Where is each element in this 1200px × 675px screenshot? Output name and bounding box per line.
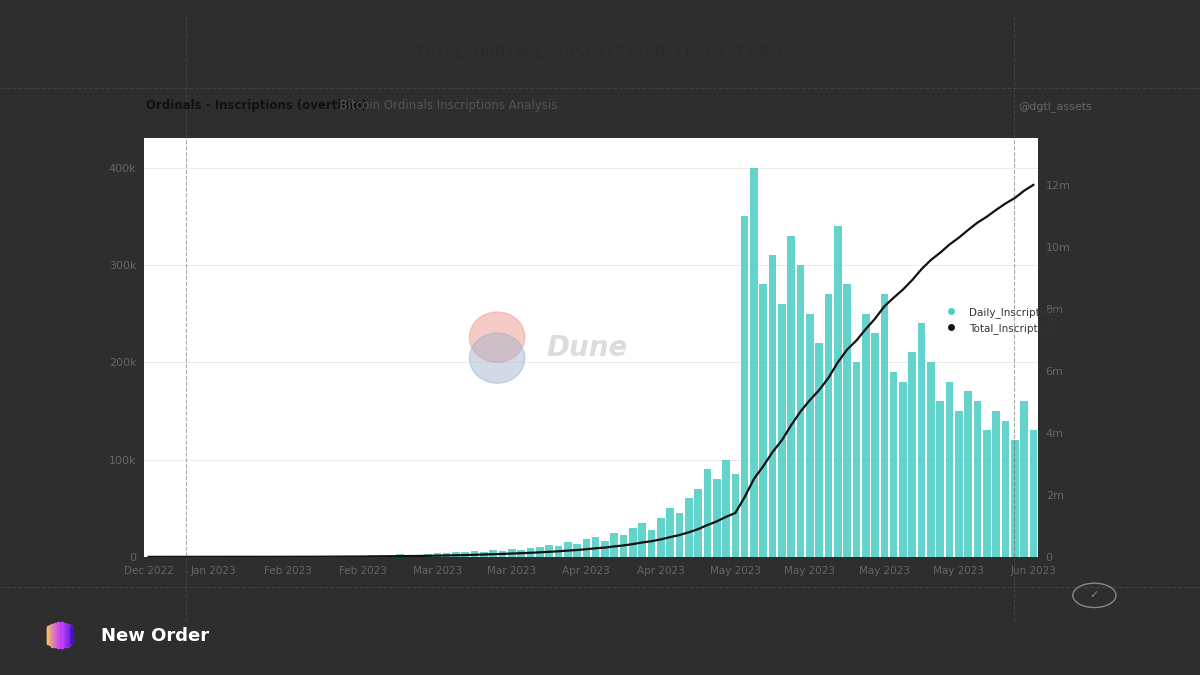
Bar xyxy=(769,255,776,557)
Bar xyxy=(852,362,860,557)
Bar xyxy=(574,544,581,557)
Bar xyxy=(908,352,916,557)
Bar xyxy=(60,622,62,648)
Text: New Order: New Order xyxy=(101,627,209,645)
Bar xyxy=(787,236,796,557)
Bar xyxy=(66,624,68,647)
Bar xyxy=(983,431,990,557)
Bar xyxy=(946,381,953,557)
Bar xyxy=(322,556,330,557)
Text: Bitcoin Ordinals Inscriptions Analysis: Bitcoin Ordinals Inscriptions Analysis xyxy=(332,99,558,112)
Bar xyxy=(564,542,571,557)
Bar xyxy=(778,304,786,557)
Bar xyxy=(760,284,767,557)
Bar xyxy=(658,518,665,557)
Bar xyxy=(406,555,413,557)
Bar xyxy=(703,469,712,557)
Bar xyxy=(70,626,72,644)
Bar xyxy=(54,623,56,647)
Bar xyxy=(638,523,646,557)
Bar xyxy=(536,547,544,557)
Text: @dgtl_assets: @dgtl_assets xyxy=(1018,101,1092,112)
Bar xyxy=(797,265,804,557)
Bar xyxy=(378,555,385,557)
Bar xyxy=(368,556,376,557)
Bar xyxy=(49,625,50,645)
Bar xyxy=(918,323,925,557)
Bar xyxy=(47,626,49,644)
Bar xyxy=(582,539,590,557)
Bar xyxy=(713,479,720,557)
Bar xyxy=(499,551,506,557)
Bar xyxy=(359,556,367,557)
Bar xyxy=(56,622,59,648)
Bar xyxy=(844,284,851,557)
Bar xyxy=(815,343,823,557)
Bar xyxy=(955,411,962,557)
Bar xyxy=(619,535,628,557)
Bar xyxy=(331,556,338,557)
Bar xyxy=(992,411,1000,557)
Ellipse shape xyxy=(469,312,524,362)
Bar xyxy=(480,551,487,557)
Bar xyxy=(648,530,655,557)
Bar xyxy=(1002,421,1009,557)
Bar xyxy=(676,513,683,557)
Bar xyxy=(732,474,739,557)
Text: Dune: Dune xyxy=(546,333,628,362)
Bar xyxy=(349,556,358,557)
Bar xyxy=(1020,401,1028,557)
Ellipse shape xyxy=(469,333,524,383)
Bar xyxy=(685,498,692,557)
Text: ✓: ✓ xyxy=(1090,591,1099,600)
Bar xyxy=(666,508,674,557)
Bar xyxy=(433,553,442,557)
Bar xyxy=(834,226,841,557)
Bar xyxy=(415,555,422,557)
Bar xyxy=(508,549,516,557)
Bar xyxy=(973,401,982,557)
Bar xyxy=(824,294,833,557)
Bar xyxy=(64,623,66,647)
Bar xyxy=(50,624,53,647)
Bar xyxy=(71,628,73,643)
Bar xyxy=(1030,431,1037,557)
Bar xyxy=(928,362,935,557)
Bar xyxy=(470,551,479,557)
Text: Ordinals - Inscriptions (overtime): Ordinals - Inscriptions (overtime) xyxy=(146,99,367,112)
Bar xyxy=(396,554,404,557)
Bar xyxy=(592,537,600,557)
Bar xyxy=(1010,440,1019,557)
Bar xyxy=(740,216,749,557)
Bar xyxy=(750,167,757,557)
Bar xyxy=(629,528,637,557)
Bar xyxy=(965,392,972,557)
Bar xyxy=(722,460,730,557)
Bar xyxy=(462,553,469,557)
Bar xyxy=(490,550,497,557)
Bar xyxy=(527,548,534,557)
Bar xyxy=(517,549,524,557)
Bar xyxy=(695,489,702,557)
Bar xyxy=(554,546,563,557)
Bar xyxy=(47,628,49,643)
Bar xyxy=(386,555,395,557)
Bar xyxy=(545,545,553,557)
Bar xyxy=(881,294,888,557)
Bar xyxy=(871,333,878,557)
Bar xyxy=(425,554,432,557)
Bar xyxy=(936,401,944,557)
Legend: Daily_Inscriptions, Total_Inscriptions: Daily_Inscriptions, Total_Inscriptions xyxy=(936,302,1066,338)
Bar xyxy=(341,556,348,557)
Bar xyxy=(899,381,907,557)
Bar xyxy=(862,314,870,557)
Bar xyxy=(452,552,460,557)
Bar xyxy=(68,625,71,645)
Bar xyxy=(890,372,898,557)
Text: TOTAL ORDINAL INSCRIPTION (OVER TIME): TOTAL ORDINAL INSCRIPTION (OVER TIME) xyxy=(415,44,785,61)
Bar xyxy=(611,533,618,557)
Bar xyxy=(443,554,450,557)
Bar xyxy=(601,541,608,557)
Bar xyxy=(806,314,814,557)
